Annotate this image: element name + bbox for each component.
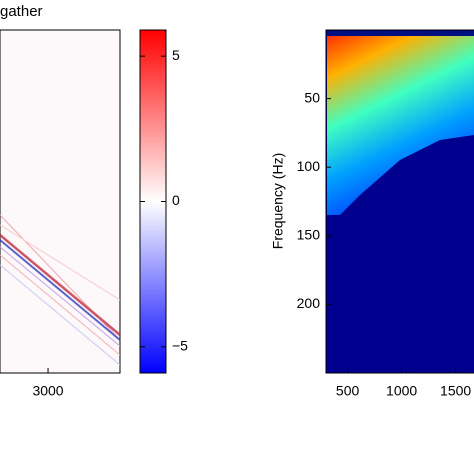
x-tick-label: 1000	[386, 383, 417, 399]
y-tick-label: 150	[297, 227, 321, 243]
panel-title: gather	[0, 3, 43, 20]
x-tick-label: 1500	[440, 383, 471, 399]
x-tick-label: 500	[336, 383, 360, 399]
y-tick-label: 100	[297, 158, 321, 174]
x-tick-label: 3000	[32, 383, 63, 399]
y-tick-label: −5	[172, 338, 188, 354]
y-tick-label: 50	[304, 89, 320, 105]
gather-events	[0, 214, 121, 366]
gather-panel	[0, 29, 121, 374]
y-tick-label: 200	[297, 295, 321, 311]
y-axis-label: Frequency (Hz)	[270, 153, 286, 249]
y-tick-label: 5	[172, 47, 180, 63]
y-tick-label: 0	[172, 192, 180, 208]
spectrogram-energy	[327, 36, 474, 215]
spectrogram-top-band	[327, 31, 474, 36]
